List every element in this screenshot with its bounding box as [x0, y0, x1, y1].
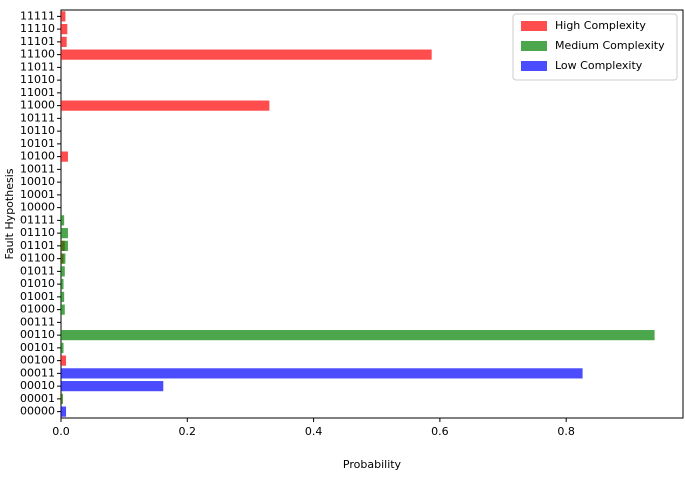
y-tick-label: 01100 — [20, 252, 55, 265]
y-tick-label: 01010 — [20, 277, 55, 290]
y-tick-label: 01111 — [20, 213, 55, 226]
bar — [61, 368, 583, 379]
y-tick-label: 01011 — [20, 264, 55, 277]
bar — [61, 36, 67, 47]
bar — [61, 355, 67, 366]
x-tick-label: 0.2 — [179, 425, 197, 438]
bar — [61, 253, 66, 264]
y-tick-label: 11101 — [20, 35, 55, 48]
bar — [61, 406, 67, 417]
y-tick-label: 11100 — [20, 48, 55, 61]
bar — [61, 151, 68, 162]
y-tick-label: 11001 — [20, 86, 55, 99]
bar — [61, 215, 65, 226]
legend-swatch — [521, 21, 547, 31]
bar — [61, 266, 65, 277]
bar — [61, 342, 64, 353]
legend-swatch — [521, 61, 547, 71]
x-tick-label: 0.0 — [52, 425, 70, 438]
y-tick-label: 01001 — [20, 290, 55, 303]
y-tick-label: 10110 — [20, 124, 55, 137]
y-tick-label: 11011 — [20, 60, 55, 73]
y-tick-label: 10001 — [20, 188, 55, 201]
plot-frame — [60, 9, 684, 419]
legend-swatch — [521, 41, 547, 51]
y-tick-label: 10100 — [20, 150, 55, 163]
x-tick-label: 0.8 — [557, 425, 575, 438]
bar — [61, 240, 68, 251]
y-tick-label: 01110 — [20, 226, 55, 239]
y-tick-label: 01101 — [20, 239, 55, 252]
y-tick-label: 10010 — [20, 175, 55, 188]
legend-label: Medium Complexity — [555, 39, 665, 52]
y-tick-label: 10011 — [20, 162, 55, 175]
x-axis-label: Probability — [343, 458, 402, 471]
bar — [61, 279, 64, 290]
y-tick-label: 01000 — [20, 303, 55, 316]
y-tick-label: 00110 — [20, 328, 55, 341]
y-tick-label: 00111 — [20, 315, 55, 328]
y-axis-label: Fault Hypothesis — [3, 168, 16, 259]
bar — [61, 24, 68, 35]
y-tick-label: 10101 — [20, 137, 55, 150]
bar — [61, 49, 432, 60]
y-tick-label: 00010 — [20, 379, 55, 392]
bar — [61, 228, 68, 239]
y-tick-label: 11000 — [20, 99, 55, 112]
x-tick-label: 0.6 — [431, 425, 449, 438]
bar — [61, 381, 164, 392]
y-tick-label: 00001 — [20, 392, 55, 405]
y-tick-label: 00100 — [20, 354, 55, 367]
y-tick-label: 10000 — [20, 201, 55, 214]
y-tick-label: 11111 — [20, 9, 55, 22]
bar — [61, 100, 270, 111]
bar — [61, 393, 63, 404]
y-tick-label: 11010 — [20, 73, 55, 86]
bar — [61, 11, 66, 22]
x-tick-label: 0.4 — [305, 425, 323, 438]
legend-box — [512, 13, 678, 81]
y-tick-label: 10111 — [20, 111, 55, 124]
y-tick-label: 11110 — [20, 22, 55, 35]
legend-label: High Complexity — [555, 19, 646, 32]
legend-label: Low Complexity — [555, 59, 643, 72]
bar — [61, 304, 65, 315]
bar — [61, 330, 655, 341]
y-tick-label: 00000 — [20, 405, 55, 418]
y-tick-label: 00011 — [20, 366, 55, 379]
bar — [61, 291, 65, 302]
y-tick-label: 00101 — [20, 341, 55, 354]
